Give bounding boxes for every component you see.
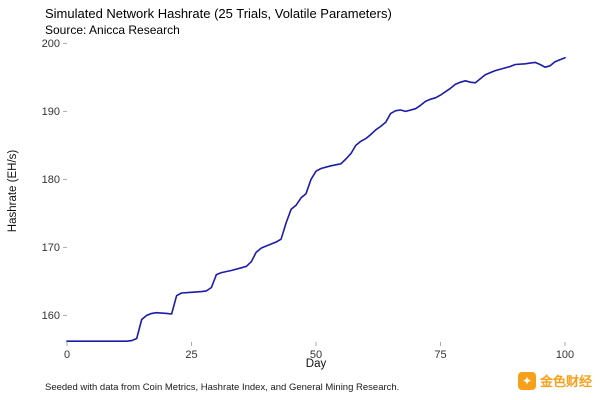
brand-watermark: ✦ 金色财经 bbox=[517, 371, 592, 390]
data-source-footnote: Seeded with data from Coin Metrics, Hash… bbox=[45, 382, 400, 393]
hashrate-series-line bbox=[66, 56, 566, 343]
svg-text:50: 50 bbox=[310, 349, 322, 361]
brand-logo-icon: ✦ bbox=[517, 371, 536, 390]
svg-text:25: 25 bbox=[185, 349, 197, 361]
hashrate-line-chart: 160 170 180 190 200 0 25 50 75 100 bbox=[42, 38, 575, 361]
svg-text:100: 100 bbox=[556, 349, 574, 361]
svg-text:170: 170 bbox=[42, 242, 60, 254]
y-axis-title: Hashrate (EH/s) bbox=[7, 149, 19, 233]
svg-text:0: 0 bbox=[64, 349, 70, 361]
svg-text:190: 190 bbox=[42, 106, 60, 118]
chart-subtitle: Source: Anicca Research bbox=[45, 23, 180, 37]
chart-title: Simulated Network Hashrate (25 Trials, V… bbox=[45, 6, 392, 21]
svg-text:160: 160 bbox=[42, 310, 60, 322]
svg-text:180: 180 bbox=[42, 174, 60, 186]
x-axis-title: Day bbox=[305, 358, 327, 370]
brand-logo-text: 金色财经 bbox=[539, 374, 592, 389]
svg-text:200: 200 bbox=[42, 38, 60, 50]
svg-text:75: 75 bbox=[434, 349, 446, 361]
